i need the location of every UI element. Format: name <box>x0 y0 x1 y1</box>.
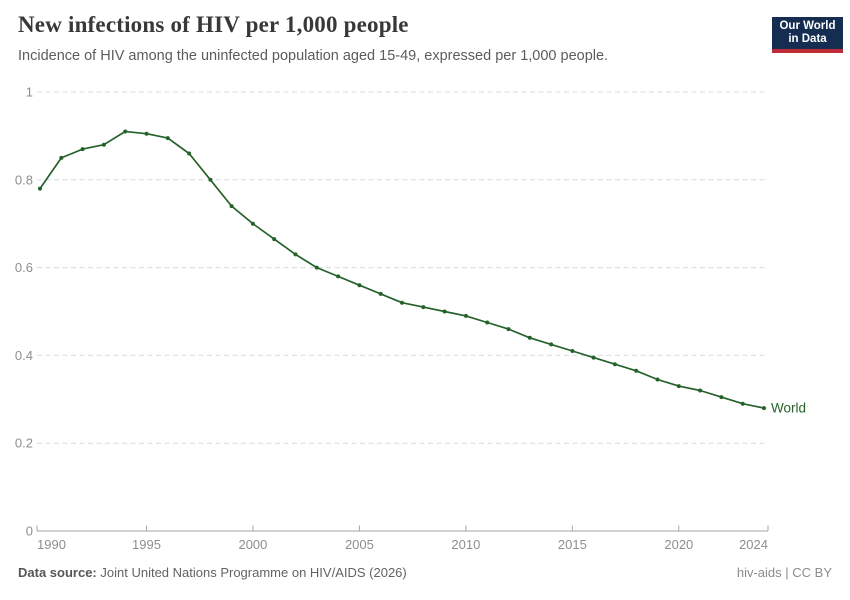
owid-logo[interactable]: Our World in Data <box>772 17 843 53</box>
y-axis-tick-label: 0.4 <box>15 348 33 363</box>
data-point[interactable] <box>719 395 724 400</box>
series-end-label[interactable]: World <box>771 401 806 416</box>
data-point[interactable] <box>378 291 383 296</box>
license-link[interactable]: hiv-aids | CC BY <box>736 565 832 580</box>
data-point[interactable] <box>527 335 532 340</box>
data-point[interactable] <box>506 327 511 332</box>
data-point[interactable] <box>463 313 468 318</box>
world-series-line[interactable] <box>39 130 765 409</box>
data-point[interactable] <box>38 186 42 191</box>
data-point[interactable] <box>655 377 660 382</box>
data-point[interactable] <box>272 237 277 242</box>
x-axis-tick-label: 2020 <box>664 537 693 552</box>
x-axis-tick-label: 2010 <box>451 537 480 552</box>
data-point[interactable] <box>698 388 703 393</box>
data-point[interactable] <box>442 309 447 314</box>
data-source-label: Data source: <box>18 565 97 580</box>
x-axis-tick-label: 1995 <box>132 537 161 552</box>
x-axis-tick-label: 2005 <box>345 537 374 552</box>
data-point[interactable] <box>59 155 64 160</box>
data-point[interactable] <box>101 142 106 147</box>
data-point[interactable] <box>570 349 575 353</box>
data-point[interactable] <box>357 283 362 288</box>
data-point[interactable] <box>250 221 255 226</box>
data-point[interactable] <box>144 131 149 136</box>
data-point[interactable] <box>740 401 745 406</box>
x-axis-tick-label: 2015 <box>558 537 587 552</box>
data-point[interactable] <box>336 274 341 279</box>
x-axis-tick-label: 2000 <box>238 537 267 552</box>
data-point[interactable] <box>229 204 234 209</box>
y-axis-tick-label: 0 <box>26 524 33 539</box>
y-axis-tick-label: 0.8 <box>15 172 33 187</box>
data-point[interactable] <box>762 406 766 411</box>
data-point[interactable] <box>208 177 213 182</box>
data-source-note: Data source: Joint United Nations Progra… <box>18 565 407 580</box>
data-source-text: Joint United Nations Programme on HIV/AI… <box>100 565 407 580</box>
y-axis-tick-label: 0.6 <box>15 260 33 275</box>
data-point[interactable] <box>676 384 681 389</box>
x-axis-tick-label: 1990 <box>37 537 66 552</box>
chart-subtitle: Incidence of HIV among the uninfected po… <box>18 48 609 64</box>
data-point[interactable] <box>293 252 298 257</box>
data-point[interactable] <box>549 342 554 347</box>
data-point[interactable] <box>80 147 85 152</box>
y-axis-tick-label: 1 <box>26 85 33 100</box>
data-point[interactable] <box>314 265 319 270</box>
data-point[interactable] <box>485 320 490 325</box>
data-point[interactable] <box>421 305 426 310</box>
chart-footer: Data source: Joint United Nations Progra… <box>18 565 832 580</box>
page-title: New infections of HIV per 1,000 people <box>18 12 409 37</box>
y-axis-tick-label: 0.2 <box>15 436 33 451</box>
data-point[interactable] <box>591 355 596 360</box>
data-point[interactable] <box>400 300 404 305</box>
owid-logo-line2: in Data <box>788 33 827 45</box>
data-point[interactable] <box>165 136 170 141</box>
data-point[interactable] <box>612 362 617 367</box>
data-point[interactable] <box>187 151 192 156</box>
x-axis-tick-label: 2024 <box>739 537 768 552</box>
data-point[interactable] <box>123 129 128 134</box>
data-point[interactable] <box>634 368 639 373</box>
owid-logo-line1: Our World <box>779 20 836 32</box>
